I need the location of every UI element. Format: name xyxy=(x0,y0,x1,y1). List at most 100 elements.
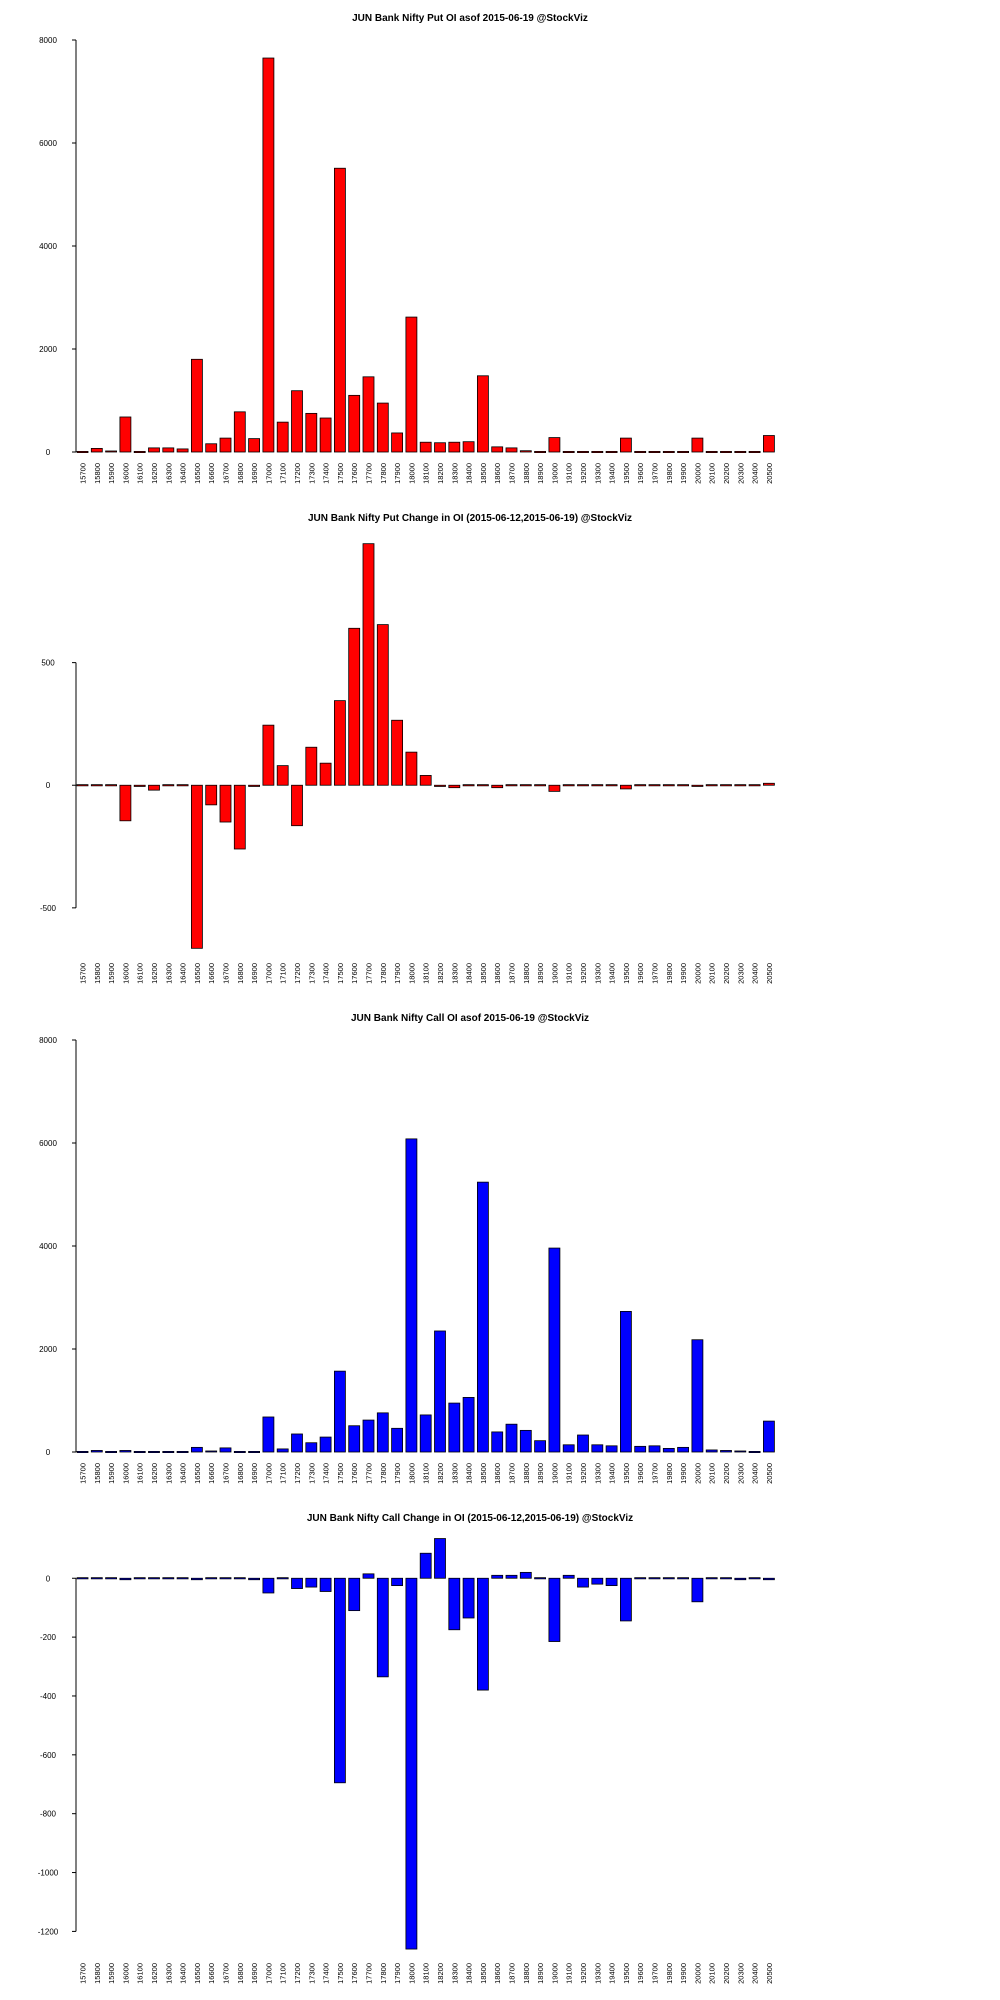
x-tick-label: 16200 xyxy=(150,1963,159,1984)
bar-16400 xyxy=(176,1577,189,1580)
x-tick-label: 20500 xyxy=(765,963,774,984)
bar-20300 xyxy=(734,1450,747,1453)
bar-15900 xyxy=(105,784,117,787)
x-tick-label: 16700 xyxy=(222,963,231,984)
bar-19200 xyxy=(577,1577,589,1588)
x-tick-label: 16600 xyxy=(207,1963,216,1984)
x-tick-label: 17800 xyxy=(379,463,388,484)
x-tick-label: 16900 xyxy=(250,1463,259,1484)
bar-17900 xyxy=(391,432,404,453)
x-tick-label: 19400 xyxy=(608,463,617,484)
x-tick-label: 19300 xyxy=(593,1463,602,1484)
x-tick-label: 16100 xyxy=(136,463,145,484)
bar-17200 xyxy=(291,784,303,827)
x-tick-label: 16600 xyxy=(207,463,216,484)
x-tick-label: 19000 xyxy=(550,1963,559,1984)
chart-1: JUN Bank Nifty Put OI asof 2015-06-19 @S… xyxy=(39,13,775,484)
x-tick-label: 17100 xyxy=(279,963,288,984)
x-tick-label: 16400 xyxy=(179,1463,188,1484)
x-tick-label: 16100 xyxy=(136,963,145,984)
bar-19600 xyxy=(634,1445,647,1453)
bar-16900 xyxy=(248,438,261,453)
bar-18500 xyxy=(476,784,489,787)
x-tick-label: 19500 xyxy=(622,1963,631,1984)
bar-16000 xyxy=(119,416,132,453)
x-tick-label: 19800 xyxy=(665,463,674,484)
x-tick-label: 20100 xyxy=(708,963,717,984)
bar-19100 xyxy=(562,1574,575,1579)
x-tick-label: 17200 xyxy=(293,963,302,984)
bar-20300 xyxy=(734,784,747,787)
bar-19300 xyxy=(591,1444,604,1453)
x-tick-label: 20300 xyxy=(736,463,745,484)
bar-19700 xyxy=(648,1445,661,1453)
x-tick-label: 20000 xyxy=(693,1463,702,1484)
y-tick-label: 4000 xyxy=(39,242,57,251)
x-tick-label: 19400 xyxy=(608,1963,617,1984)
x-tick-label: 18200 xyxy=(436,1963,445,1984)
bar-16800 xyxy=(233,1451,246,1454)
y-tick-label: -400 xyxy=(40,1692,57,1701)
y-tick-label: -200 xyxy=(40,1633,57,1642)
x-tick-label: 15800 xyxy=(93,1463,102,1484)
x-tick-label: 19100 xyxy=(565,1463,574,1484)
bar-20400 xyxy=(748,784,761,787)
bar-18200 xyxy=(434,784,446,787)
x-tick-label: 19100 xyxy=(565,963,574,984)
bar-17100 xyxy=(276,1448,289,1453)
x-tick-label: 18300 xyxy=(450,1963,459,1984)
bar-19100 xyxy=(562,1444,575,1453)
x-tick-label: 17000 xyxy=(264,1963,273,1984)
bar-20000 xyxy=(691,784,704,787)
bar-16600 xyxy=(205,443,218,453)
bar-18400 xyxy=(462,1577,475,1619)
x-tick-label: 17100 xyxy=(279,1963,288,1984)
y-tick-label: -500 xyxy=(40,904,57,913)
x-tick-label: 20500 xyxy=(765,1963,774,1984)
chart-title: JUN Bank Nifty Put Change in OI (2015-06… xyxy=(308,513,632,524)
x-tick-label: 17800 xyxy=(379,1463,388,1484)
chart-title: JUN Bank Nifty Call Change in OI (2015-0… xyxy=(307,1513,633,1524)
bar-19100 xyxy=(562,450,575,453)
x-tick-label: 16900 xyxy=(250,1963,259,1984)
x-tick-label: 17700 xyxy=(365,1463,374,1484)
bar-18900 xyxy=(534,784,546,787)
bar-18800 xyxy=(519,784,532,787)
x-tick-label: 18300 xyxy=(450,1463,459,1484)
bar-15900 xyxy=(105,450,117,453)
x-tick-label: 16300 xyxy=(164,463,173,484)
x-tick-label: 19800 xyxy=(665,1463,674,1484)
bar-15800 xyxy=(90,1450,103,1453)
bar-18000 xyxy=(405,316,418,453)
bar-16200 xyxy=(148,1451,160,1454)
bar-20300 xyxy=(734,1577,747,1581)
chart-2: JUN Bank Nifty Put Change in OI (2015-06… xyxy=(40,513,775,984)
bar-18200 xyxy=(434,1538,446,1579)
x-tick-label: 20100 xyxy=(708,1463,717,1484)
x-tick-label: 16700 xyxy=(222,1963,231,1984)
bar-16100 xyxy=(133,784,146,787)
bar-16000 xyxy=(119,784,132,822)
y-tick-label: -1200 xyxy=(38,1927,59,1936)
x-tick-label: 16200 xyxy=(150,963,159,984)
x-tick-label: 20000 xyxy=(693,463,702,484)
x-tick-label: 16400 xyxy=(179,463,188,484)
bar-18300 xyxy=(448,784,461,789)
x-tick-label: 20100 xyxy=(708,463,717,484)
x-tick-label: 17300 xyxy=(307,1463,316,1484)
x-tick-label: 18400 xyxy=(465,963,474,984)
x-tick-label: 18200 xyxy=(436,963,445,984)
bar-18700 xyxy=(505,447,518,453)
bar-19800 xyxy=(662,1577,675,1580)
bar-19900 xyxy=(677,1577,689,1580)
x-tick-label: 17600 xyxy=(350,963,359,984)
bar-20100 xyxy=(705,450,718,453)
bar-19500 xyxy=(620,1577,632,1622)
x-tick-label: 20000 xyxy=(693,1963,702,1984)
bar-20100 xyxy=(705,1449,718,1453)
x-tick-label: 16600 xyxy=(207,963,216,984)
x-tick-label: 17500 xyxy=(336,963,345,984)
bar-16500 xyxy=(190,1446,203,1453)
x-tick-label: 17700 xyxy=(365,463,374,484)
